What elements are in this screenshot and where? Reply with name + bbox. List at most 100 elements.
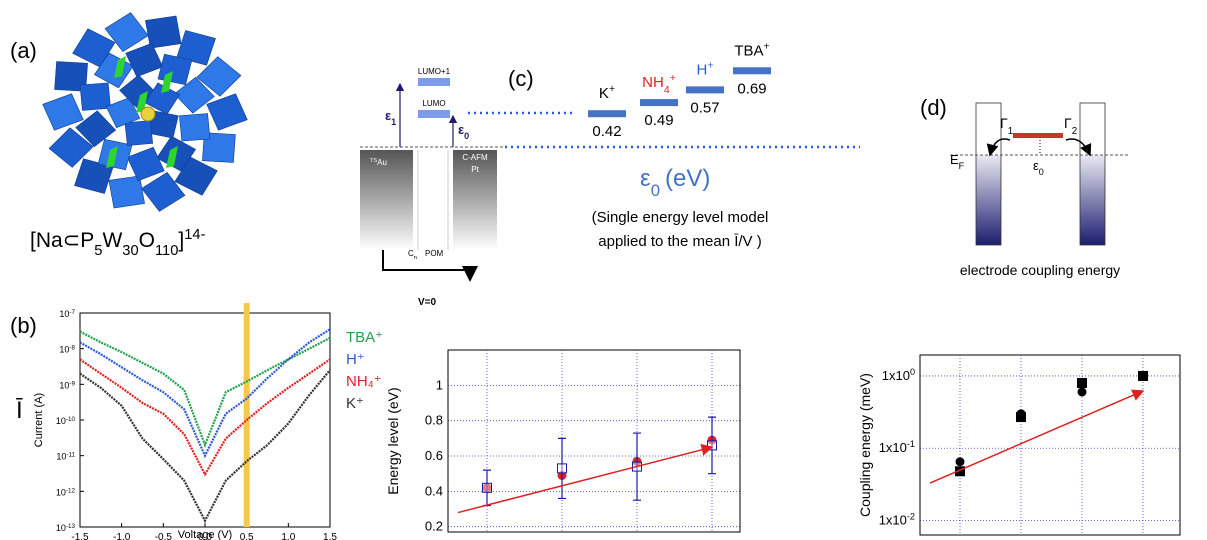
polyhedron <box>196 56 242 97</box>
text-part: 0 <box>910 367 915 377</box>
text-part: + <box>609 83 615 95</box>
polyhedron <box>108 175 145 209</box>
green-unit <box>161 71 173 93</box>
gamma2-label: Γ2 <box>1064 115 1077 137</box>
text-part: Γ <box>1064 115 1072 131</box>
green-unit <box>114 56 126 78</box>
y-tick-label: 10-13 <box>56 523 76 534</box>
text-part: -12 <box>66 487 76 494</box>
right-electrode <box>453 150 497 250</box>
cation-label: H+ <box>697 59 714 78</box>
series-line <box>79 330 331 448</box>
highlight-band <box>243 303 250 527</box>
eps1-label: ε1 <box>385 108 396 127</box>
level-value: 0.69 <box>737 80 766 97</box>
lumo-label: LUMO <box>422 99 445 108</box>
trend-line <box>929 389 1145 484</box>
panel-label: (d) <box>920 95 947 120</box>
error-bar <box>558 437 566 500</box>
marker <box>557 463 567 474</box>
y-tick-label: 10-9 <box>59 380 75 391</box>
white-top <box>1080 103 1105 156</box>
panel-label: (b) <box>10 313 37 338</box>
text-part: 0 <box>651 181 660 200</box>
x-tick-label: 1.0 <box>281 532 295 540</box>
plot-frame <box>79 312 331 528</box>
ground-label: V=0 <box>418 297 437 308</box>
y-tick-label: 1x10-2 <box>879 511 915 527</box>
coupling-arrow <box>1065 138 1092 157</box>
text-part: (eV) <box>665 165 710 192</box>
trend-line <box>457 443 714 514</box>
green-unit <box>106 146 118 168</box>
text-part: -9 <box>69 380 75 387</box>
marker <box>1016 412 1026 423</box>
text-part: -2 <box>907 511 915 521</box>
marker <box>1077 377 1087 388</box>
y-axis-label: Energy level (eV) <box>385 387 401 494</box>
level-value: 0.57 <box>690 99 719 116</box>
x-tick-label: -1.0 <box>113 532 131 540</box>
text-part: Γ <box>1000 115 1008 131</box>
text-part: 4 <box>664 84 670 96</box>
polyhedron <box>79 82 111 111</box>
plot-frame <box>919 354 1181 536</box>
fermi-label: EF <box>950 152 965 171</box>
polyhedron <box>206 93 248 131</box>
current-symbol: Ī <box>16 397 23 424</box>
x-axis-label: Voltage (V) <box>178 529 232 540</box>
energy-level <box>686 86 724 94</box>
text-part: Au <box>377 158 387 167</box>
y-tick-label: 10-8 <box>59 344 75 355</box>
text-part: 2 <box>1072 126 1077 137</box>
level-value: 0.49 <box>644 112 673 129</box>
eps0-label: ε0 <box>458 122 469 141</box>
y-axis-label: Coupling energy (meV) <box>857 373 873 517</box>
polyhedron <box>145 15 182 49</box>
green-unit <box>136 91 148 113</box>
text-part: 30 <box>122 243 138 259</box>
panel-label: (a) <box>10 38 37 63</box>
lumo1-level <box>418 78 450 86</box>
text-part: -7 <box>69 309 75 316</box>
text-part: ε <box>1033 158 1039 173</box>
text-part: -10 <box>66 416 76 423</box>
x-tick-label: 1.5 <box>323 532 337 540</box>
text-part: 5 <box>94 243 102 259</box>
coupling-arrow <box>986 138 1011 157</box>
text-part: TS <box>370 158 377 164</box>
polyhedron <box>105 97 141 129</box>
marker <box>1077 387 1087 397</box>
gamma1-label: Γ1 <box>1000 115 1013 137</box>
level-value: 0.42 <box>592 123 621 140</box>
y-tick-label: 0.6 <box>425 448 443 463</box>
x-tick-label: -1.5 <box>71 532 89 540</box>
marker <box>482 482 492 493</box>
text-part: ] <box>178 229 184 252</box>
text-part: -13 <box>66 523 76 530</box>
text-part: 14- <box>184 227 205 243</box>
text-part: NH <box>642 74 664 91</box>
left-electrode-label: TSAu <box>370 158 387 167</box>
y-tick-label: 10-12 <box>56 487 76 498</box>
text-part: n <box>414 255 417 261</box>
text-part: ε <box>640 165 651 192</box>
axis-label: ε0 (eV) <box>640 165 710 200</box>
eps0-label: ε0 <box>1033 158 1044 177</box>
pom-label: POM <box>425 249 444 258</box>
energy-level <box>733 67 771 75</box>
legend-entry: NH₄⁺ <box>346 373 382 390</box>
marker <box>955 457 965 467</box>
right-electrode-label: Pt <box>471 165 479 174</box>
x-tick-label: 0.5 <box>240 532 254 540</box>
formula: [Na⊂P5W30O110]14- <box>30 227 206 259</box>
y-tick-label: 1x10-1 <box>879 439 915 455</box>
energy-level <box>640 99 678 107</box>
text-part: O <box>139 229 155 252</box>
panel-label: (c) <box>508 66 534 91</box>
text-part: K <box>599 85 609 102</box>
text-part: + <box>764 40 770 52</box>
marker <box>1138 370 1148 381</box>
molecular-level <box>1013 133 1063 138</box>
